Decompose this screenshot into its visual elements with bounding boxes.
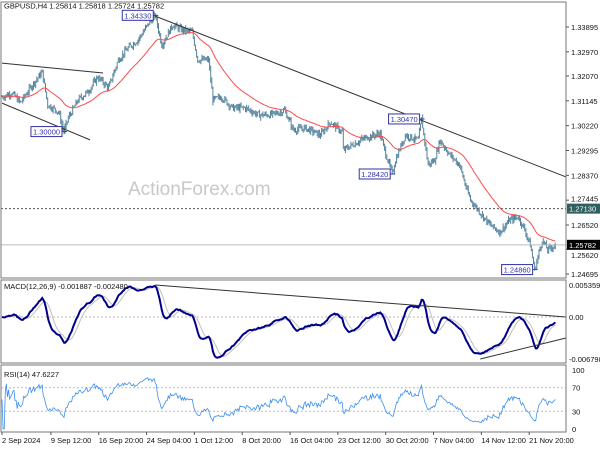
rsi-axis-label: 70 [572, 384, 580, 393]
macd-panel-frame [0, 279, 567, 364]
price-axis-label: 1.30220 [571, 122, 598, 131]
price-label: 1.30470 [391, 115, 418, 124]
price-axis-label: 1.32970 [571, 48, 598, 57]
price-axis-label: 1.24695 [571, 270, 598, 279]
macd-line [1, 284, 557, 359]
time-axis-label: 8 Oct 20:00 [242, 436, 281, 445]
price-axis-label: 1.27445 [571, 195, 598, 204]
price-trendline [155, 15, 567, 178]
price-axis-label: 1.28370 [571, 171, 598, 180]
moving-average-line [2, 32, 556, 242]
macd-trendline [480, 337, 567, 360]
rsi-axis-label: 30 [572, 407, 580, 416]
time-axis-label: 16 Sep 20:00 [99, 436, 144, 445]
rsi-header: RSI(14) 47.6227 [4, 370, 59, 379]
time-axis-label: 2 Sep 2024 [2, 436, 40, 445]
time-axis-label: 14 Nov 12:00 [481, 436, 526, 445]
macd-axis-label: -0.006798 [569, 355, 600, 364]
rsi-line [1, 377, 556, 430]
price-axis-label: 1.33895 [571, 23, 598, 32]
price-axis-marker [567, 203, 600, 214]
price-trendline [1, 102, 91, 141]
price-axis-label: 1.25620 [571, 251, 598, 260]
time-axis-label: 1 Oct 12:00 [194, 436, 233, 445]
time-axis-label: 23 Oct 12:00 [338, 436, 381, 445]
price-label: 1.28420 [361, 170, 388, 179]
price-axis-label: 1.32070 [571, 72, 598, 81]
price-label: 1.24860 [504, 266, 531, 275]
price-axis-label: 1.31145 [571, 97, 598, 106]
macd-trendline [155, 284, 567, 318]
time-axis-label: 7 Nov 04:00 [434, 436, 474, 445]
macd-axis-label: 0.00 [569, 313, 584, 322]
macd-signal-line [1, 286, 556, 357]
rsi-axis-label: 100 [572, 366, 585, 375]
time-axis-label: 9 Sep 12:00 [51, 436, 91, 445]
price-trendline [1, 62, 104, 74]
symbol-header: GBPUSD,H4 1.25814 1.25818 1.25724 1.2578… [4, 2, 164, 11]
watermark: ActionForex.com [128, 179, 271, 200]
rsi-panel-frame [0, 364, 567, 433]
price-axis-marker [567, 239, 600, 250]
main-panel-frame [0, 1, 567, 279]
time-axis-label: 24 Sep 04:00 [147, 436, 192, 445]
time-axis-label: 30 Oct 20:00 [386, 436, 429, 445]
time-axis-label: 21 Nov 20:00 [529, 436, 574, 445]
time-axis-label: 16 Oct 04:00 [290, 436, 333, 445]
rsi-axis-label: 0 [572, 425, 576, 434]
macd-axis-label: 0.005359 [569, 281, 600, 290]
price-label: 1.34330 [124, 11, 151, 20]
price-axis-marker-label: 1.25782 [569, 241, 596, 250]
price-label: 1.30000 [33, 128, 60, 137]
macd-header: MACD(12,26,9) -0.001887 -0.002480 [4, 282, 128, 291]
price-axis-label: 1.29295 [571, 147, 598, 156]
price-axis-marker-label: 1.27130 [569, 205, 596, 214]
price-axis-label: 1.26520 [571, 221, 598, 230]
